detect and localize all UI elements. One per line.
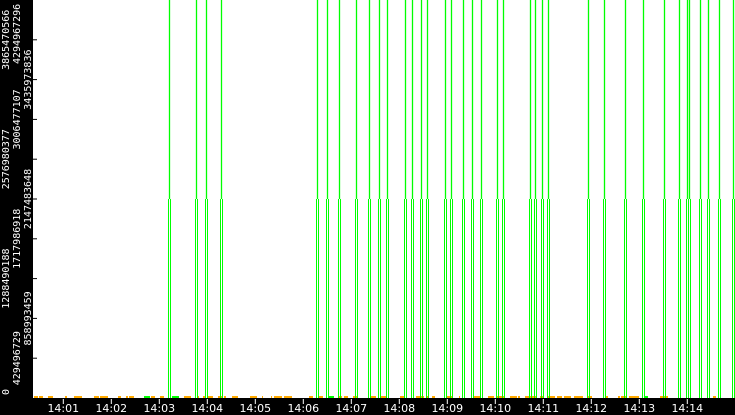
baseline-mark (274, 396, 275, 398)
baseline-mark (203, 396, 206, 398)
x-tick-label: 14:03 (143, 402, 175, 415)
baseline-mark (262, 396, 263, 398)
baseline-mark (644, 396, 648, 398)
baseline-mark (475, 396, 481, 398)
baseline-mark (151, 396, 155, 398)
baseline-mark (459, 396, 460, 398)
baseline-mark (344, 396, 348, 398)
baseline-mark (579, 396, 583, 398)
baseline-mark (39, 396, 43, 398)
y-tick-label: 1717986918 (12, 209, 23, 269)
plot-background (16, 0, 735, 398)
y-tick-label: 1288490188 (1, 248, 12, 308)
baseline-mark (518, 396, 520, 398)
y-tick-label: 3435973836 (23, 49, 34, 109)
baseline-mark (432, 396, 435, 398)
baseline-mark (400, 396, 404, 398)
baseline-mark (74, 396, 82, 398)
baseline-mark (488, 396, 494, 398)
y-tick-label: 429496729 (12, 331, 23, 385)
baseline-mark (574, 396, 579, 398)
y-axis-bar (0, 0, 33, 398)
baseline-mark (525, 396, 528, 398)
y-tick-label: 3865470566 (1, 10, 12, 70)
x-tick-label: 14:04 (191, 402, 223, 415)
baseline-mark (621, 396, 626, 398)
x-tick-label: 14:06 (287, 402, 319, 415)
baseline-mark (446, 396, 450, 398)
baseline-mark (557, 396, 562, 398)
baseline-mark (172, 396, 179, 398)
baseline-mark (208, 396, 213, 398)
baseline-mark (635, 396, 639, 398)
baseline-mark (129, 396, 134, 398)
y-tick-label: 2576980377 (1, 129, 12, 189)
baseline-mark (184, 396, 191, 398)
baseline-mark (618, 396, 620, 398)
baseline-mark (118, 396, 121, 398)
baseline-mark (34, 396, 38, 398)
x-axis-bar (0, 398, 735, 415)
x-tick-label: 14:01 (47, 402, 79, 415)
x-tick-label: 14:13 (623, 402, 655, 415)
x-tick-label: 14:12 (575, 402, 607, 415)
baseline-mark (250, 396, 257, 398)
baseline-mark (605, 396, 608, 398)
y-tick-label: 4294967296 (12, 4, 23, 64)
baseline-mark (510, 396, 517, 398)
baseline-mark (126, 396, 128, 398)
y-tick-label: 3006477107 (12, 89, 23, 149)
baseline-mark (224, 396, 226, 398)
y-tick-label: 858993459 (23, 291, 34, 345)
baseline-mark (284, 396, 292, 398)
y-tick-label: 0 (1, 389, 12, 395)
baseline-mark (380, 396, 387, 398)
baseline-mark (271, 396, 272, 398)
baseline-mark (318, 396, 323, 398)
baseline-mark (371, 396, 376, 398)
baseline-mark (144, 396, 150, 398)
baseline-mark (564, 396, 571, 398)
baseline-mark (629, 396, 635, 398)
baseline-mark (48, 396, 53, 398)
x-tick-label: 14:08 (383, 402, 415, 415)
baseline-mark (547, 396, 555, 398)
x-tick-label: 14:11 (527, 402, 559, 415)
x-axis: 14:01 14:02 14:03 14:04 14:05 14:06 14:07 14:08… (47, 399, 703, 415)
x-tick-label: 14:02 (95, 402, 127, 415)
baseline-mark (160, 396, 164, 398)
x-tick-label: 14:09 (431, 402, 463, 415)
baseline-mark (309, 396, 313, 398)
baseline-mark (65, 396, 67, 398)
x-tick-label: 14:05 (239, 402, 271, 415)
x-tick-label: 14:07 (335, 402, 367, 415)
baseline-mark (100, 396, 108, 398)
y-tick-label: 2147483648 (23, 169, 34, 229)
x-tick-label: 14:14 (671, 402, 703, 415)
x-tick-label: 14:10 (479, 402, 511, 415)
baseline-mark (94, 396, 99, 398)
baseline-mark (275, 396, 282, 398)
baseline-mark (713, 396, 716, 398)
baseline-mark (497, 396, 505, 398)
baseline-mark (232, 396, 238, 398)
baseline-mark (328, 396, 334, 398)
y-axis: 0429496729858993459128849018817179869182… (0, 0, 37, 398)
